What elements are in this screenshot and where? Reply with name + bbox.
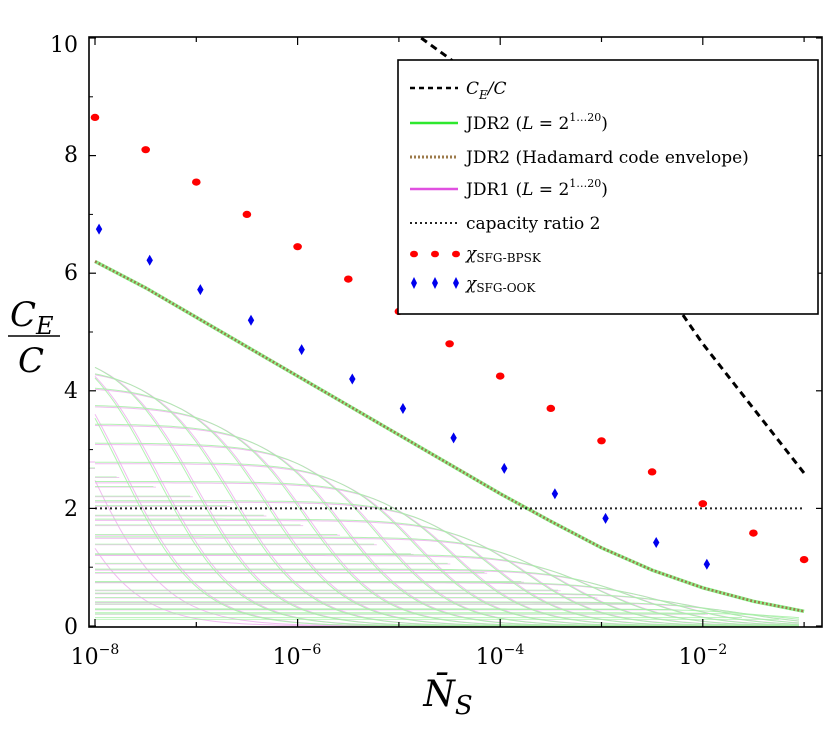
bpsk-point	[344, 275, 353, 283]
ook-point	[146, 254, 153, 266]
bpsk-point	[293, 243, 302, 251]
legend-label-ce: CE/C	[466, 79, 507, 102]
jdr1-curve-5	[94, 366, 799, 627]
bpsk-point	[698, 500, 708, 508]
jdr2-curve-13	[95, 536, 799, 627]
hadamard-envelope-curve	[94, 260, 805, 613]
x-tick-label: 10−6	[273, 642, 322, 670]
ook-point	[247, 314, 255, 326]
legend-box	[397, 59, 819, 315]
y-tick-labels: 0 2 4 6 8 10	[50, 33, 78, 640]
bpsk-point	[495, 372, 505, 380]
jdr2-curve-18	[95, 601, 800, 622]
x-tick-label: 10−2	[679, 642, 728, 670]
y-tick-label: 6	[64, 261, 78, 286]
bpsk-point	[90, 113, 100, 121]
bpsk-point	[445, 340, 454, 348]
x-axis-label: N̄S	[422, 672, 472, 721]
x-tick-label: 10−8	[71, 642, 120, 670]
ook-point	[703, 558, 711, 570]
y-label-numerator: CE	[10, 295, 54, 340]
y-tick-label: 4	[64, 379, 78, 404]
bpsk-point	[647, 468, 657, 476]
ook-point	[399, 402, 407, 414]
y-tick-label: 8	[64, 143, 78, 168]
ook-point	[551, 488, 559, 500]
ook-point	[95, 223, 103, 235]
bpsk-point	[242, 210, 252, 218]
y-tick-label: 2	[64, 497, 78, 522]
bpsk-point	[749, 529, 758, 537]
bpsk-point	[597, 437, 606, 445]
ook-point	[298, 344, 305, 356]
jdr2-curve-12	[95, 518, 799, 627]
legend-label-jdr2: JDR2 (L = 21…20)	[464, 111, 608, 134]
legend-label-capacity: capacity ratio 2	[466, 214, 600, 234]
jdr2-curve-14	[95, 553, 800, 627]
legend-swatch-bpsk	[410, 250, 460, 258]
y-tick-label: 10	[50, 33, 78, 58]
x-tick-label: 10−4	[476, 642, 525, 670]
legend-label-bpsk: χSFG-BPSK	[465, 244, 542, 265]
ook-point	[450, 432, 457, 444]
jdr2-curve-3	[94, 366, 799, 627]
legend: CE/C JDR2 (L = 21…20) JDR2 (Hadamard cod…	[397, 59, 819, 315]
ook-point	[197, 284, 204, 296]
jdr2-curve-16	[95, 581, 800, 625]
ook-point	[349, 373, 356, 385]
ook-point	[501, 462, 508, 474]
bpsk-point	[141, 146, 150, 154]
jdr2-curve-17	[95, 592, 800, 624]
legend-label-jdr1: JDR1 (L = 21…20)	[464, 177, 608, 200]
legend-label-hadamard: JDR2 (Hadamard code envelope)	[464, 148, 749, 168]
jdr2-curve-20	[95, 612, 800, 619]
y-tick-label: 0	[64, 615, 78, 640]
bpsk-point	[192, 178, 201, 186]
ook-point	[653, 537, 660, 549]
ook-point	[602, 512, 609, 524]
marker-layer	[90, 113, 809, 570]
legend-label-ook: χSFG-OOK	[465, 274, 536, 295]
jdr2-curve-1	[94, 418, 799, 627]
jdr2-curve-19	[95, 608, 800, 620]
x-tick-labels: 10−8 10−6 10−4 10−2	[71, 642, 728, 670]
jdr1-curve-20	[95, 602, 800, 622]
y-axis-label: CE C	[8, 295, 60, 381]
bpsk-point	[546, 404, 556, 412]
y-label-denominator: C	[18, 341, 44, 381]
jdr2-curve-11	[95, 500, 799, 627]
tick-marks	[89, 37, 822, 627]
jdr2-curve-family	[89, 366, 800, 627]
bpsk-point	[799, 556, 809, 564]
legend-swatch-ook	[411, 277, 459, 289]
